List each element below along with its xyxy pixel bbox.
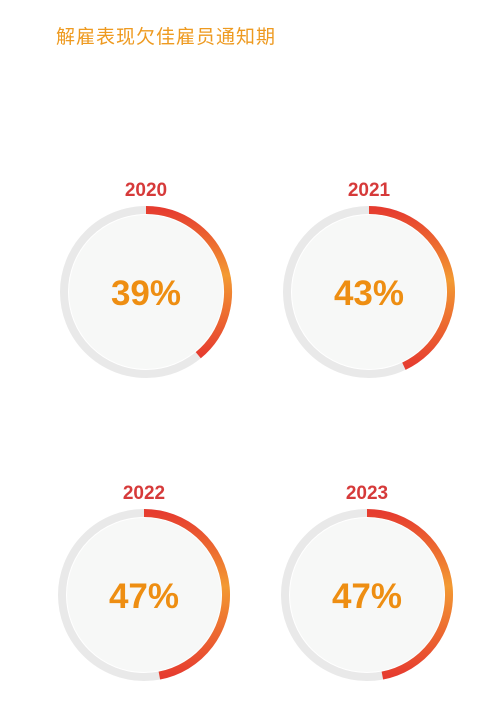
year-label: 2022 bbox=[122, 483, 166, 504]
percent-label: 43% bbox=[334, 274, 404, 313]
ring-inner bbox=[67, 518, 221, 672]
donut-ring: 43% bbox=[283, 206, 455, 378]
percent-label: 47% bbox=[332, 577, 402, 616]
value-arc bbox=[366, 509, 453, 680]
ring-inner bbox=[292, 215, 446, 369]
donut-chart-2022: 2022 47% bbox=[56, 483, 232, 703]
percent-label: 47% bbox=[109, 577, 179, 616]
year-label: 2023 bbox=[345, 483, 389, 504]
year-label: 2020 bbox=[124, 180, 168, 201]
donut-chart-2023: 2023 47% bbox=[279, 483, 455, 703]
value-arc bbox=[143, 509, 230, 680]
donut-chart-2021: 2021 43% bbox=[281, 180, 457, 400]
donut-ring: 47% bbox=[281, 509, 453, 681]
percent-label: 39% bbox=[111, 274, 181, 313]
page-title: 解雇表现欠佳雇员通知期 bbox=[56, 26, 277, 48]
donut-chart-2020: 2020 39% bbox=[58, 180, 234, 400]
ring-inner bbox=[69, 215, 223, 369]
value-arc bbox=[368, 206, 455, 370]
ring-inner bbox=[290, 518, 444, 672]
value-arc bbox=[145, 206, 232, 359]
year-label: 2021 bbox=[347, 180, 391, 201]
donut-ring: 39% bbox=[60, 206, 232, 378]
donut-ring: 47% bbox=[58, 509, 230, 681]
